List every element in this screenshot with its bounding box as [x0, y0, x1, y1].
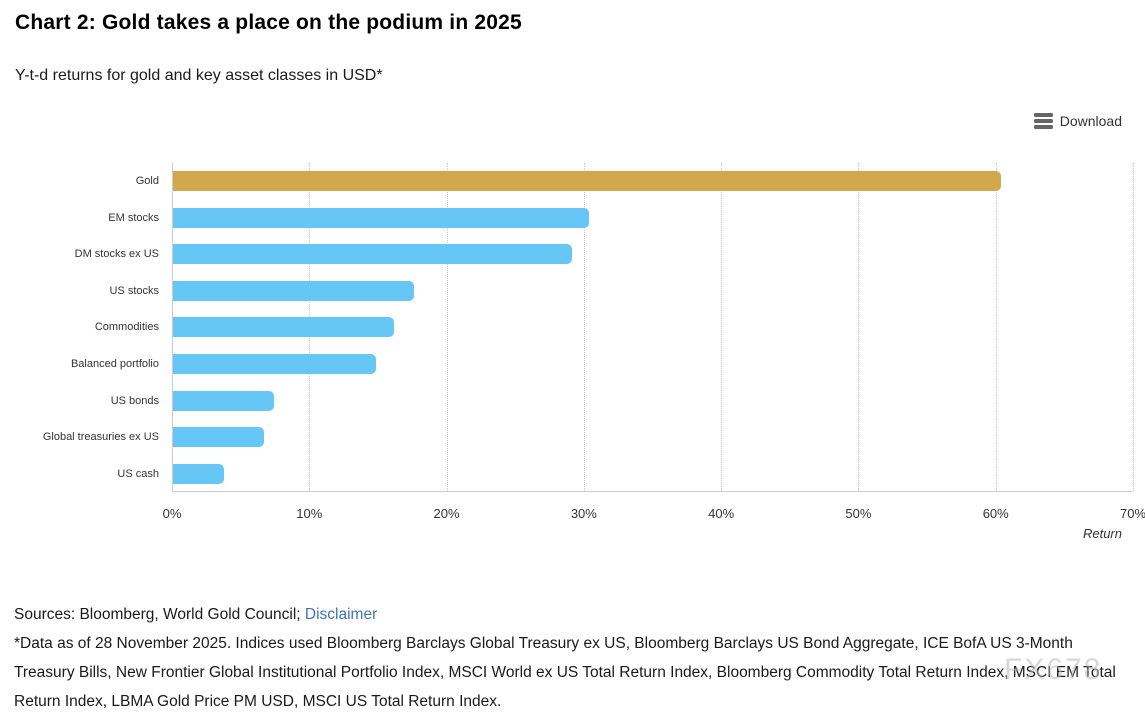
sources-line: Sources: Bloomberg, World Gold Council; … — [14, 600, 1132, 629]
chart-row: US stocks — [109, 273, 1133, 310]
chart-row: Global treasuries ex US — [43, 419, 1133, 456]
category-label: DM stocks ex US — [74, 248, 159, 261]
gridline — [1133, 163, 1134, 491]
footer: Sources: Bloomberg, World Gold Council; … — [14, 600, 1132, 714]
chart-title: Chart 2: Gold takes a place on the podiu… — [15, 11, 522, 34]
category-label: Balanced portfolio — [70, 358, 159, 371]
x-tick-label: 10% — [296, 506, 323, 521]
bar-us-cash[interactable] — [173, 463, 224, 484]
hamburger-menu-icon — [1033, 113, 1053, 129]
category-label: EM stocks — [108, 211, 159, 224]
chart-row: Gold — [136, 163, 1133, 200]
x-tick-label: 30% — [570, 506, 597, 521]
x-tick-label: 50% — [845, 506, 872, 521]
bar-commodities[interactable] — [173, 317, 394, 338]
category-label: Commodities — [94, 321, 159, 334]
disclaimer-link[interactable]: Disclaimer — [304, 606, 378, 623]
bar-em-stocks[interactable] — [173, 207, 589, 228]
bar-chart-plot-area: Gold EM stocks DM stocks ex US US stocks Com… — [43, 163, 1134, 492]
footnote-text: *Data as of 28 November 2025. Indices us… — [14, 635, 1116, 710]
category-label: Gold — [135, 175, 159, 188]
gridline — [858, 163, 860, 491]
gridline — [995, 163, 997, 491]
x-tick-label: 20% — [433, 506, 460, 521]
sources-text: Sources: Bloomberg, World Gold Council; — [14, 606, 301, 623]
category-label: US stocks — [109, 284, 159, 297]
gridline — [721, 163, 723, 491]
category-label: US cash — [117, 467, 159, 480]
chart-row: EM stocks — [108, 200, 1133, 237]
chart-subtitle: Y-t-d returns for gold and key asset cla… — [15, 67, 383, 84]
gridline — [583, 163, 585, 491]
bar-dm-stocks-ex-us[interactable] — [173, 244, 573, 265]
download-label: Download — [1059, 113, 1122, 129]
x-tick-label: 70% — [1119, 506, 1145, 521]
bar-us-bonds[interactable] — [173, 390, 275, 411]
download-button[interactable]: Download — [1033, 113, 1122, 129]
chart-row: US cash — [117, 455, 1133, 492]
x-tick-label: 40% — [708, 506, 735, 521]
category-label: Global treasuries ex US — [42, 431, 159, 444]
bar-gold[interactable] — [173, 171, 1002, 192]
category-label: US bonds — [110, 394, 159, 407]
x-tick-label: 0% — [162, 506, 182, 521]
bar-balanced-portfolio[interactable] — [173, 354, 376, 375]
x-axis-title: Return — [1082, 526, 1122, 541]
chart-row: DM stocks ex US — [75, 236, 1133, 273]
bar-global-treasuries-ex-us[interactable] — [173, 427, 264, 448]
x-tick-label: 60% — [982, 506, 1009, 521]
bar-us-stocks[interactable] — [173, 280, 415, 301]
chart-row: Balanced portfolio — [71, 346, 1133, 383]
chart-row: Commodities — [95, 309, 1133, 346]
chart-row: US bonds — [111, 382, 1133, 419]
gridline — [446, 163, 448, 491]
